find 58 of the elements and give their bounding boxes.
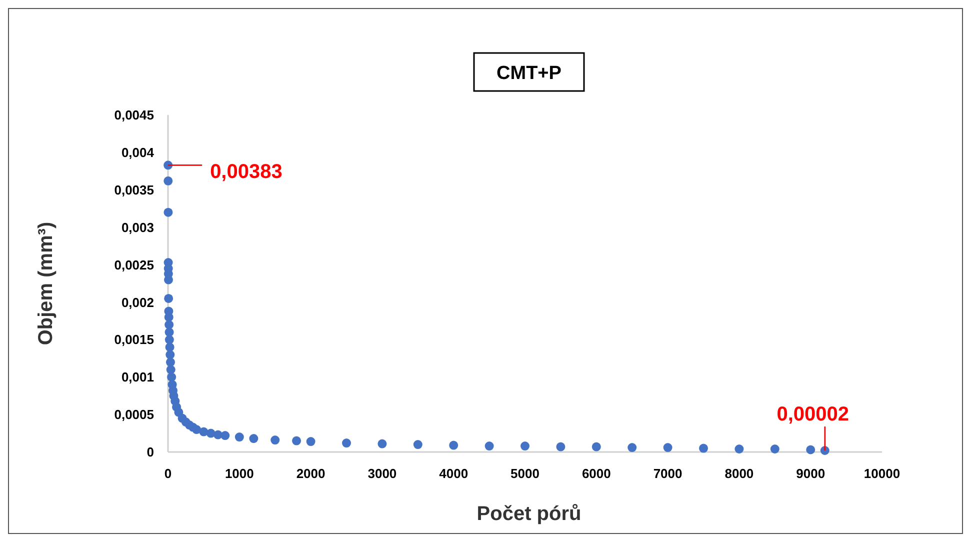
point bbox=[806, 445, 816, 454]
y-tick-label: 0,0045 bbox=[114, 108, 154, 123]
point bbox=[770, 444, 780, 454]
point bbox=[165, 342, 174, 352]
point bbox=[164, 320, 174, 330]
point bbox=[342, 438, 351, 448]
x-tick-label: 7000 bbox=[653, 466, 682, 481]
annotation: 0,00002 bbox=[776, 404, 850, 426]
point bbox=[270, 436, 280, 445]
point bbox=[306, 437, 316, 446]
point bbox=[167, 372, 176, 382]
y-tick-label: 0,0025 bbox=[114, 257, 154, 272]
point bbox=[164, 328, 174, 337]
y-tick-label: 0,0015 bbox=[114, 332, 154, 348]
x-tick-label: 9000 bbox=[796, 466, 826, 481]
y-tick-label: 0,0005 bbox=[114, 407, 154, 422]
point bbox=[663, 443, 672, 452]
x-tick-label: 8000 bbox=[724, 466, 754, 481]
y-tick-label: 0,0035 bbox=[114, 182, 154, 198]
point bbox=[378, 439, 387, 448]
point bbox=[164, 176, 173, 186]
y-tick-label: 0,003 bbox=[121, 220, 154, 235]
point bbox=[556, 442, 566, 452]
x-tick-label: 4000 bbox=[439, 466, 468, 481]
x-axis-title: Počet pórů bbox=[476, 503, 582, 525]
x-tick-label: 1000 bbox=[224, 466, 254, 481]
chart-title: CMT+P bbox=[496, 63, 562, 84]
x-tick-label: 10000 bbox=[864, 466, 900, 481]
point bbox=[166, 350, 175, 360]
x-tick-label: 5000 bbox=[510, 466, 540, 481]
point bbox=[484, 442, 494, 451]
y-tick-label: 0,002 bbox=[121, 294, 154, 310]
point bbox=[699, 444, 708, 453]
point bbox=[166, 358, 175, 367]
point bbox=[592, 442, 601, 452]
point bbox=[166, 365, 176, 374]
point bbox=[164, 294, 174, 303]
point bbox=[164, 335, 174, 344]
x-tick-label: 0 bbox=[164, 466, 172, 481]
y-tick-label: 0,001 bbox=[121, 370, 154, 385]
point bbox=[628, 443, 637, 452]
point bbox=[192, 425, 202, 434]
annotation: 0,00383 bbox=[210, 161, 282, 184]
y-axis-title: Objem (mm³) bbox=[35, 222, 57, 346]
x-tick-label: 3000 bbox=[368, 466, 397, 481]
point bbox=[734, 444, 744, 454]
point bbox=[249, 434, 258, 444]
point bbox=[449, 440, 458, 450]
point bbox=[292, 436, 302, 446]
y-tick-label: 0,004 bbox=[121, 144, 155, 160]
x-tick-label: 2000 bbox=[296, 466, 326, 481]
point bbox=[164, 208, 173, 217]
point bbox=[220, 431, 230, 440]
point bbox=[413, 440, 422, 450]
point bbox=[520, 442, 530, 451]
x-tick-label: 6000 bbox=[582, 466, 611, 481]
y-tick-label: 0 bbox=[146, 444, 154, 460]
point bbox=[234, 432, 244, 442]
